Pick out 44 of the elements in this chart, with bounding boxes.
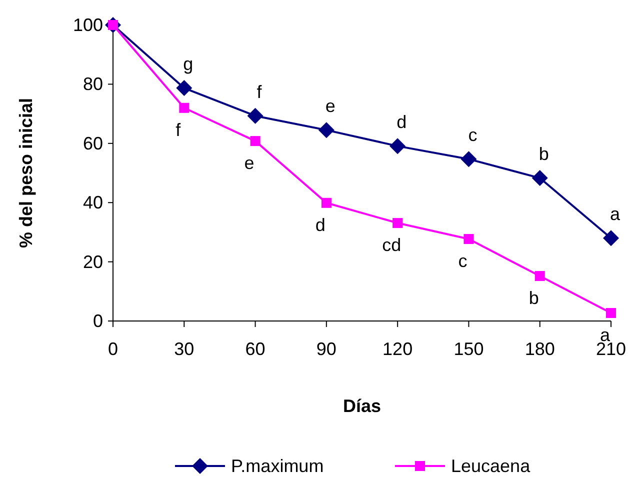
x-tick-label: 180 bbox=[524, 339, 555, 359]
point bbox=[179, 102, 190, 113]
annotation: f bbox=[176, 120, 182, 140]
point bbox=[318, 122, 334, 138]
point bbox=[247, 108, 264, 124]
point bbox=[606, 308, 616, 318]
point bbox=[390, 138, 406, 154]
x-tick-label: 60 bbox=[245, 339, 266, 359]
legend-label: P.maximum bbox=[231, 456, 324, 476]
point bbox=[250, 136, 260, 146]
y-tick-label: 0 bbox=[92, 311, 103, 331]
y-tick-label: 60 bbox=[82, 133, 103, 154]
annotation: g bbox=[183, 54, 194, 74]
point bbox=[176, 80, 192, 96]
x-tick-label: 90 bbox=[316, 339, 336, 359]
annotation: b bbox=[528, 288, 539, 308]
point bbox=[603, 230, 619, 246]
point bbox=[460, 151, 477, 168]
y-tick-label: 80 bbox=[82, 74, 103, 94]
y-axis-title: % del peso inicial bbox=[16, 98, 36, 248]
annotation: d bbox=[396, 112, 407, 132]
y-tick-label: 40 bbox=[82, 192, 103, 213]
annotation: e bbox=[244, 153, 254, 174]
annotation: c bbox=[468, 125, 478, 146]
annotation: b bbox=[538, 144, 549, 164]
point bbox=[534, 271, 545, 282]
annotation: a bbox=[610, 204, 621, 224]
annotation: e bbox=[325, 96, 336, 116]
point bbox=[464, 234, 474, 244]
annotation: c bbox=[458, 251, 468, 272]
annotation: f bbox=[256, 82, 263, 102]
legend-label: Leucaena bbox=[451, 456, 532, 476]
x-tick-label: 120 bbox=[382, 339, 413, 359]
point bbox=[392, 218, 403, 228]
x-tick-label: 30 bbox=[174, 339, 194, 359]
x-tick-label: 150 bbox=[454, 339, 484, 359]
x-axis-title: Días bbox=[342, 396, 382, 416]
point bbox=[532, 170, 548, 186]
y-tick-label: 100 bbox=[72, 15, 103, 35]
y-tick-label: 20 bbox=[82, 252, 103, 272]
annotation: d bbox=[315, 214, 326, 235]
annotation: cd bbox=[382, 235, 402, 256]
point bbox=[321, 198, 332, 208]
x-tick-label: 0 bbox=[108, 339, 118, 359]
